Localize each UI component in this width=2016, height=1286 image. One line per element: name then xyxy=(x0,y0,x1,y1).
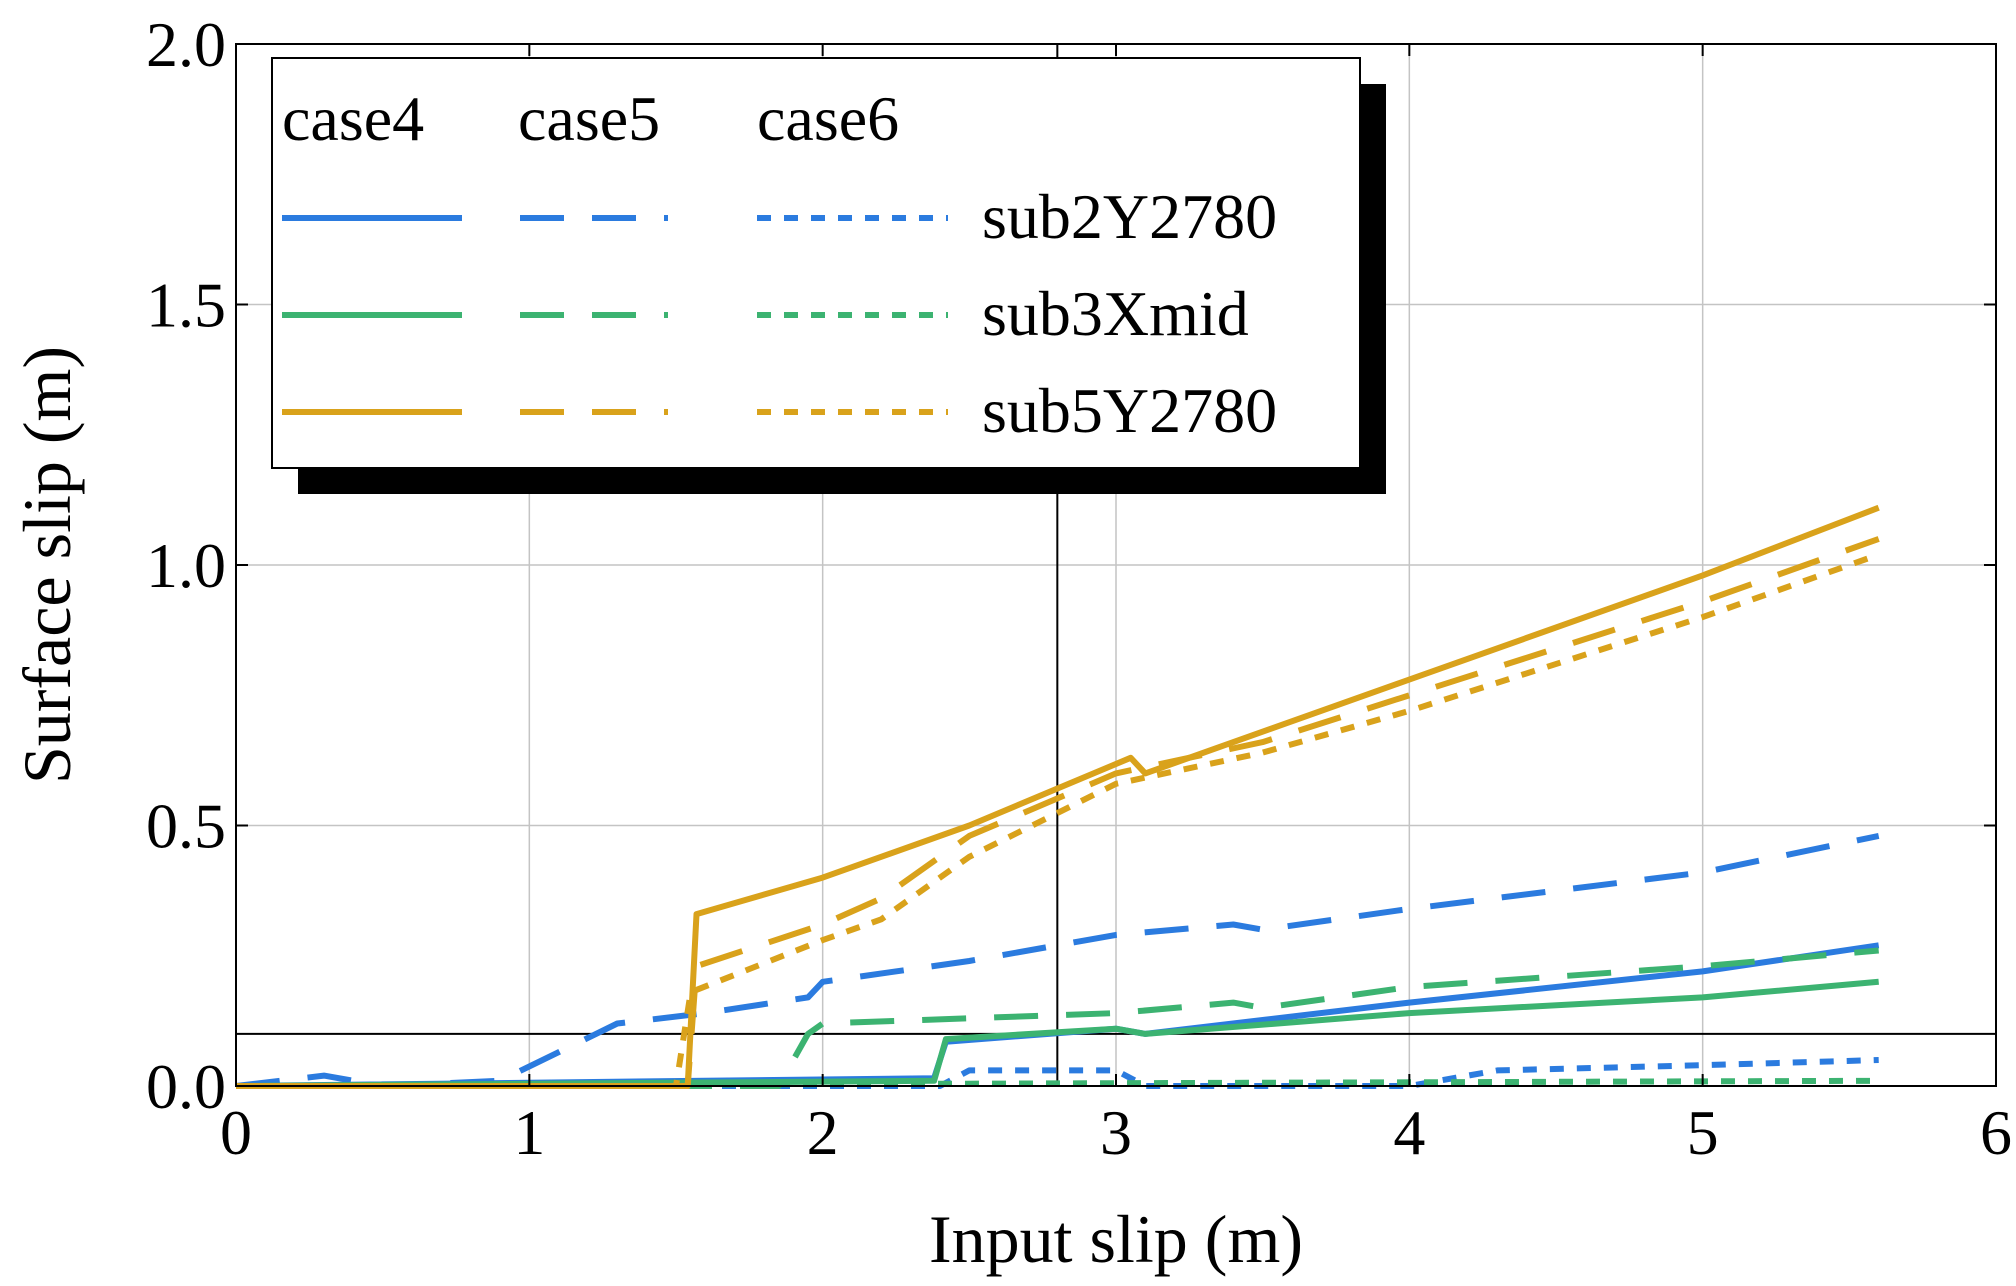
y-tick-label-1-5: 1.5 xyxy=(146,270,226,341)
legend: case4 case5 case6 sub2Y2780 sub3Xmid sub… xyxy=(271,57,1386,494)
legend-swatches xyxy=(282,215,948,415)
x-tick-label-5: 5 xyxy=(1687,1097,1719,1168)
legend-header-case6: case6 xyxy=(757,83,899,154)
series-sub5y2780-case5 xyxy=(236,536,1880,1089)
series-sub3xmid-case5 xyxy=(236,947,1879,1089)
x-tick-label-4: 4 xyxy=(1393,1097,1425,1168)
series-sub3xmid-case4 xyxy=(235,978,1879,1089)
tick-labels: 0 1 2 3 4 5 6 0.0 0.5 1.0 1.5 2.0 xyxy=(146,9,2012,1168)
x-axis-label: Input slip (m) xyxy=(929,1201,1303,1277)
x-tick-label-1: 1 xyxy=(513,1097,545,1168)
y-axis-label: Surface slip (m) xyxy=(9,346,85,784)
x-tick-label-6: 6 xyxy=(1980,1097,2012,1168)
ticks xyxy=(235,43,1997,1087)
legend-header-case4: case4 xyxy=(282,83,424,154)
legend-label-sub3Xmid: sub3Xmid xyxy=(982,278,1249,349)
y-tick-label-0: 0.0 xyxy=(146,1051,226,1122)
legend-label-sub5Y2780: sub5Y2780 xyxy=(982,375,1277,446)
y-tick-label-0-5: 0.5 xyxy=(146,791,226,862)
y-tick-label-1: 1.0 xyxy=(146,530,226,601)
series-sub5y2780-case6 xyxy=(236,551,1880,1089)
legend-box xyxy=(271,57,1361,469)
legend-header-case5: case5 xyxy=(518,83,660,154)
y-tick-label-2: 2.0 xyxy=(146,9,226,80)
x-tick-label-3: 3 xyxy=(1100,1097,1132,1168)
x-tick-label-2: 2 xyxy=(807,1097,839,1168)
legend-label-sub2Y2780: sub2Y2780 xyxy=(982,181,1277,252)
x-tick-label-0: 0 xyxy=(220,1097,252,1168)
